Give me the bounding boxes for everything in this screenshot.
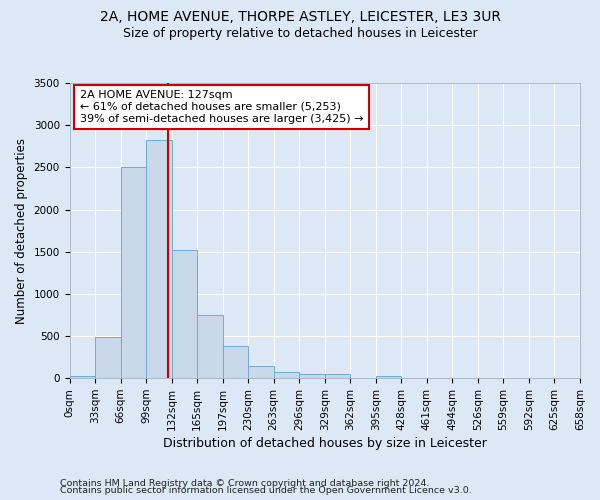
Text: 2A, HOME AVENUE, THORPE ASTLEY, LEICESTER, LE3 3UR: 2A, HOME AVENUE, THORPE ASTLEY, LEICESTE…	[100, 10, 500, 24]
Text: Contains HM Land Registry data © Crown copyright and database right 2024.: Contains HM Land Registry data © Crown c…	[60, 478, 430, 488]
Bar	[274, 372, 299, 378]
Bar	[146, 140, 172, 378]
Bar	[121, 166, 146, 378]
Text: 2A HOME AVENUE: 127sqm
← 61% of detached houses are smaller (5,253)
39% of semi-: 2A HOME AVENUE: 127sqm ← 61% of detached…	[80, 90, 363, 124]
Bar	[299, 374, 325, 378]
Y-axis label: Number of detached properties: Number of detached properties	[15, 138, 28, 324]
Text: Contains public sector information licensed under the Open Government Licence v3: Contains public sector information licen…	[60, 486, 472, 495]
X-axis label: Distribution of detached houses by size in Leicester: Distribution of detached houses by size …	[163, 437, 487, 450]
Bar	[70, 376, 95, 378]
Bar	[248, 366, 274, 378]
Bar	[197, 316, 223, 378]
Bar	[376, 376, 401, 378]
Bar	[172, 250, 197, 378]
Bar	[223, 346, 248, 378]
Bar	[325, 374, 350, 378]
Bar	[95, 337, 121, 378]
Text: Size of property relative to detached houses in Leicester: Size of property relative to detached ho…	[122, 28, 478, 40]
